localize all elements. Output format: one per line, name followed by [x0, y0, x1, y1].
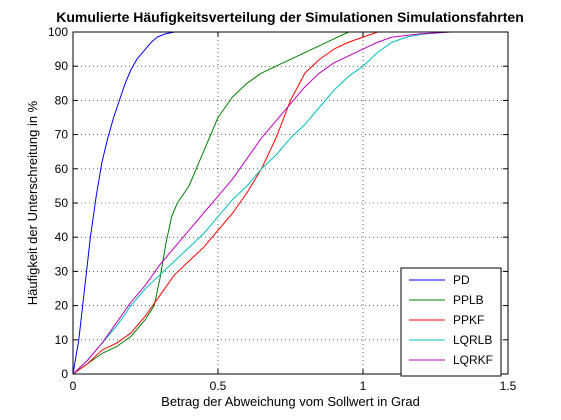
y-tick-label: 80 — [55, 93, 69, 107]
x-tick-label: 1 — [360, 379, 367, 393]
legend-label-lqrkf: LQRKF — [453, 353, 493, 367]
chart-title: Kumulierte Häufigkeitsverteilung der Sim… — [56, 9, 524, 25]
legend-box — [400, 267, 502, 377]
y-tick-label: 40 — [55, 230, 69, 244]
series-line-lqrkf — [72, 31, 451, 375]
series-layer — [72, 31, 451, 375]
series-line-ppkf — [72, 31, 378, 375]
y-tick-label: 30 — [55, 264, 69, 278]
legend-label-lqrlb: LQRLB — [453, 333, 492, 347]
legend: PD PPLB PPKF LQRLB LQRKF — [400, 267, 502, 377]
legend-label-ppkf: PPKF — [453, 313, 484, 327]
legend-label-pplb: PPLB — [453, 293, 484, 307]
y-tick-label: 90 — [55, 59, 69, 73]
x-tick-label: 0.5 — [210, 379, 227, 393]
y-tick-label: 100 — [48, 25, 68, 39]
series-line-lqrlb — [72, 31, 451, 375]
y-tick-label: 70 — [55, 128, 69, 142]
y-tick-label: 0 — [61, 367, 68, 381]
series-line-pplb — [72, 31, 349, 375]
y-tick-label: 20 — [55, 299, 69, 313]
y-tick-label: 60 — [55, 162, 69, 176]
legend-label-pd: PD — [453, 273, 470, 287]
y-tick-label: 10 — [55, 333, 69, 347]
x-tick-label: 0 — [70, 379, 77, 393]
y-axis-label: Häufigkeit der Unterschreitung in % — [25, 100, 40, 305]
y-axis-ticks: 0 10 20 30 40 50 60 70 80 90 100 — [48, 25, 508, 381]
grid — [73, 32, 508, 374]
x-axis-label: Betrag der Abweichung vom Sollwert in Gr… — [161, 394, 420, 409]
x-tick-label: 1.5 — [500, 379, 517, 393]
y-tick-label: 50 — [55, 196, 69, 210]
series-line-pd — [72, 31, 175, 375]
x-axis-ticks: 0 0.5 1 1.5 — [70, 32, 517, 393]
